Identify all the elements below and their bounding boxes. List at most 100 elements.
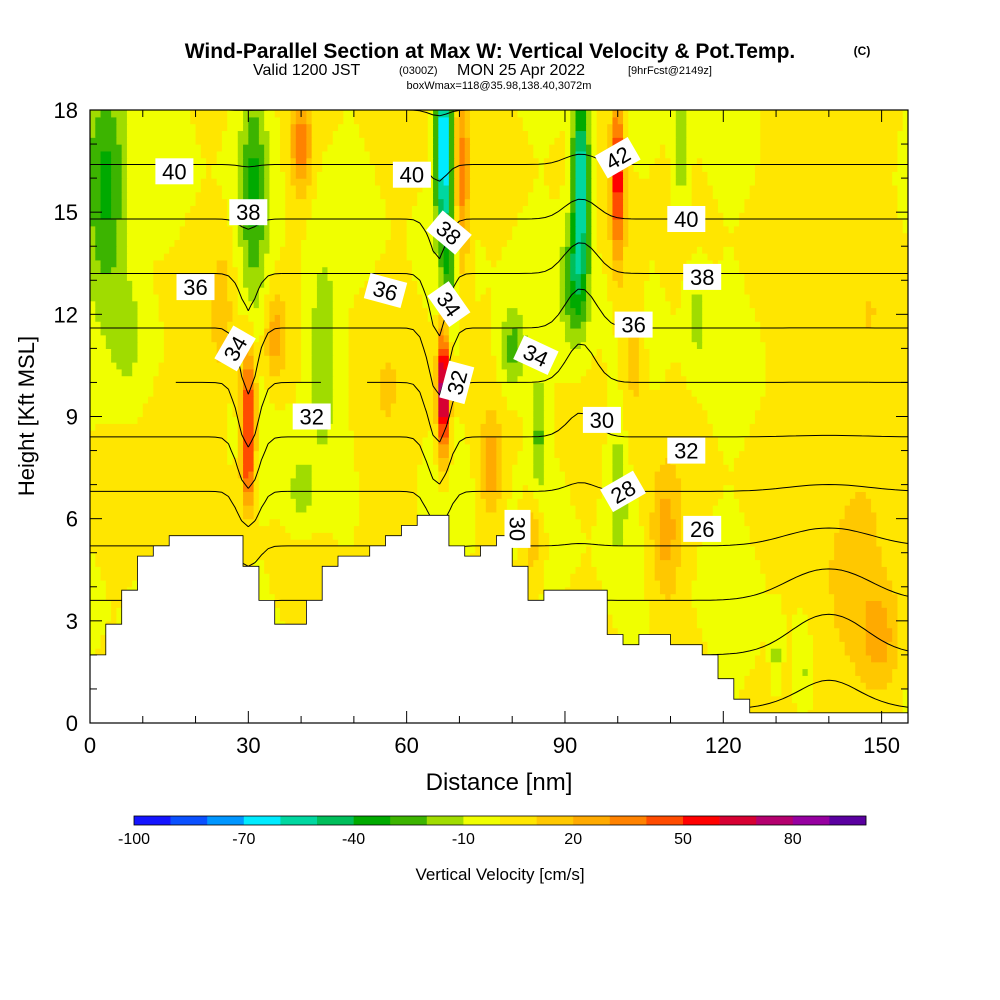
w-cell: [591, 130, 598, 138]
w-cell: [485, 457, 497, 465]
w-cell: [211, 164, 239, 172]
w-cell: [417, 191, 434, 200]
w-cell: [295, 382, 313, 390]
w-cell: [607, 287, 645, 295]
w-cell: [786, 654, 793, 663]
w-cell: [501, 389, 534, 397]
w-cell: [459, 191, 466, 200]
w-cell: [90, 334, 107, 343]
w-cell: [607, 362, 619, 370]
w-cell: [454, 443, 471, 452]
w-cell: [454, 287, 461, 295]
w-cell: [311, 382, 334, 390]
w-cell: [623, 259, 651, 268]
w-cell: [644, 566, 656, 574]
w-cell: [258, 253, 265, 261]
w-cell: [464, 436, 482, 445]
w-cell: [306, 137, 313, 145]
w-cell: [348, 389, 381, 397]
contour-label-text: 26: [690, 517, 714, 542]
w-cell: [897, 648, 908, 656]
w-cell: [781, 688, 793, 697]
w-cell: [570, 321, 582, 329]
w-cell: [586, 171, 592, 179]
w-cell: [433, 389, 439, 397]
w-cell: [686, 137, 761, 145]
w-cell: [438, 178, 445, 186]
w-cell: [485, 443, 497, 452]
w-cell: [596, 505, 614, 513]
w-cell: [332, 334, 350, 343]
w-cell: [675, 144, 687, 152]
w-cell: [696, 341, 703, 349]
w-cell: [781, 682, 793, 690]
w-cell: [327, 266, 376, 275]
w-cell: [596, 511, 614, 520]
w-cell: [559, 266, 566, 275]
w-cell: [628, 198, 672, 206]
w-cell: [649, 266, 656, 275]
w-cell: [279, 130, 292, 138]
w-cell: [116, 130, 128, 138]
w-cell: [480, 450, 487, 458]
w-cell: [237, 402, 244, 411]
w-cell: [443, 273, 455, 281]
w-cell: [654, 559, 682, 567]
w-cell: [90, 498, 244, 506]
y-tick-label: 6: [66, 507, 78, 532]
w-cell: [290, 116, 297, 125]
w-cell: [380, 191, 418, 200]
w-cell: [211, 171, 239, 179]
w-cell: [543, 423, 556, 431]
w-cell: [448, 484, 476, 493]
w-cell: [828, 579, 893, 588]
w-cell: [469, 150, 534, 159]
w-cell: [623, 273, 651, 281]
w-cell: [269, 341, 281, 349]
w-cell: [454, 430, 466, 438]
w-cell: [348, 368, 381, 377]
w-cell: [564, 334, 587, 343]
w-cell: [285, 341, 302, 349]
w-cell: [623, 130, 629, 138]
w-cell: [464, 171, 471, 179]
w-cell: [897, 212, 908, 220]
w-cell: [475, 266, 561, 275]
w-cell: [306, 157, 313, 166]
w-cell: [723, 253, 735, 261]
w-cell: [601, 586, 645, 595]
w-cell: [279, 116, 292, 125]
w-cell: [623, 164, 629, 172]
w-cell: [549, 184, 561, 193]
w-cell: [137, 300, 160, 309]
w-cell: [834, 620, 867, 629]
w-cell: [274, 402, 286, 411]
w-cell: [301, 239, 387, 247]
w-cell: [543, 416, 556, 424]
w-cell: [454, 450, 471, 458]
w-cell: [264, 191, 271, 200]
w-cell: [311, 110, 344, 118]
w-cell: [559, 307, 566, 315]
w-cell: [438, 123, 450, 132]
w-cell: [760, 402, 908, 411]
w-cell: [543, 436, 556, 445]
w-cell: [264, 116, 281, 125]
w-cell: [596, 205, 608, 213]
w-cell: [501, 327, 513, 336]
w-cell: [285, 334, 302, 343]
w-cell: [269, 184, 286, 193]
w-cell: [612, 614, 650, 622]
w-cell: [237, 423, 244, 431]
w-cell: [301, 362, 313, 370]
w-cell: [237, 457, 244, 465]
w-cell: [601, 593, 645, 601]
w-cell: [438, 348, 450, 356]
w-cell: [813, 634, 840, 642]
w-cell: [612, 470, 624, 479]
w-cell: [580, 246, 587, 254]
w-cell: [438, 171, 450, 179]
w-cell: [359, 518, 418, 527]
w-cell: [533, 470, 545, 479]
w-cell: [469, 184, 534, 193]
